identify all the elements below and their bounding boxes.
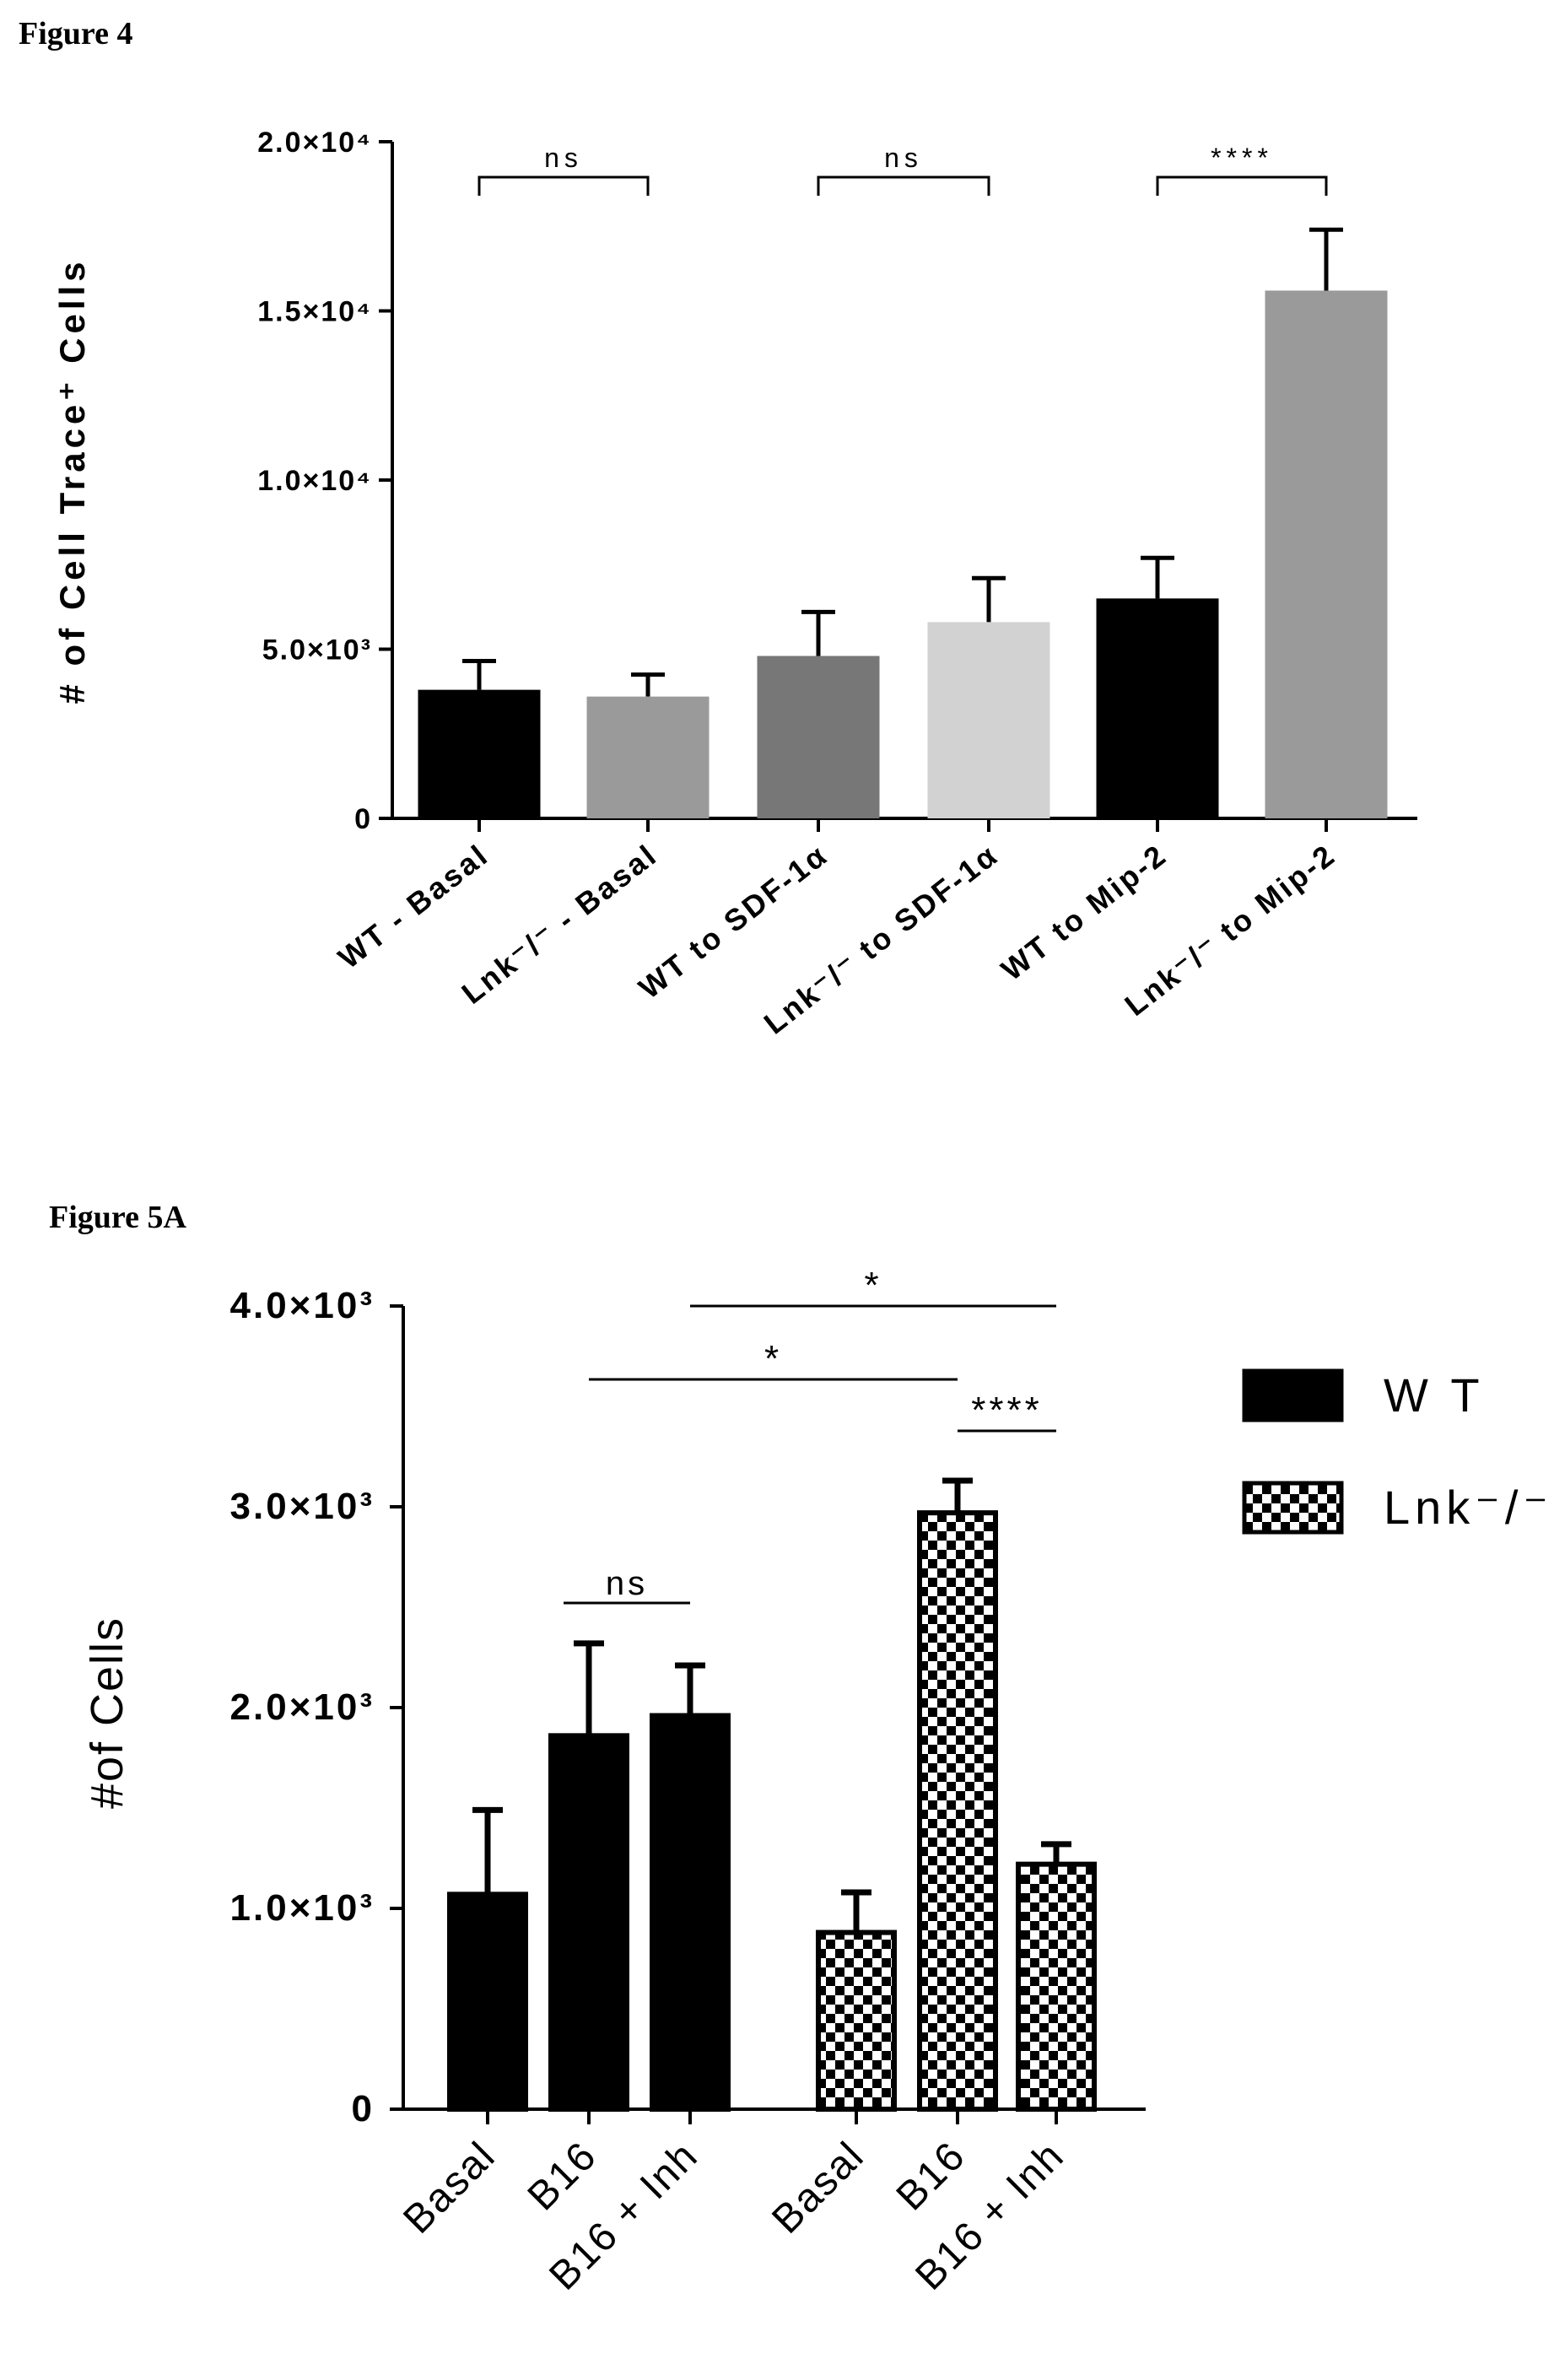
significance-label: ns (884, 143, 923, 173)
significance-label: ns (544, 143, 583, 173)
y-tick-label: 1.5×10⁴ (257, 296, 372, 328)
figure-4-title: Figure 4 (19, 16, 132, 51)
figure-5a-annotations: ns****** (564, 1265, 1056, 1605)
legend-label: Lnk⁻/⁻ (1384, 1481, 1553, 1534)
figure-4-annotations: ns ns **** (478, 143, 1328, 196)
significance-label: **** (971, 1390, 1043, 1431)
bar (927, 622, 1050, 818)
x-tick-label: Basal (764, 2133, 872, 2242)
x-tick-label: WT - Basal (332, 837, 495, 975)
legend-swatch (1242, 1368, 1344, 1422)
figure-4-y-axis-label: # of Cell Trace⁺ Cells (52, 257, 92, 704)
y-tick-label: 3.0×10³ (230, 1486, 375, 1527)
bar (418, 689, 541, 818)
figure-5a-bars (447, 1477, 1097, 2113)
bar (816, 1929, 897, 2113)
y-tick-label: 0 (352, 2088, 375, 2129)
significance-bracket (1156, 175, 1328, 196)
bar (1096, 598, 1219, 818)
bar (650, 1713, 731, 2113)
y-tick-label: 5.0×10³ (262, 634, 372, 667)
legend-swatch (1242, 1481, 1344, 1535)
significance-bracket (817, 175, 990, 196)
y-tick-label: 2.0×10⁴ (257, 127, 372, 159)
legend-label: W T (1384, 1368, 1485, 1422)
bar (1265, 290, 1388, 818)
bar (447, 1892, 528, 2113)
figure-5a-legend: W T Lnk⁻/⁻ (1242, 1368, 1553, 1535)
significance-label: * (864, 1265, 882, 1306)
bar (917, 1510, 998, 2112)
significance-label: * (764, 1338, 782, 1379)
y-tick-label: 4.0×10³ (230, 1285, 375, 1326)
x-tick-label: WT to Mip-2 (995, 837, 1174, 987)
y-tick-label: 1.0×10⁴ (257, 465, 372, 497)
x-tick-label: Basal (395, 2133, 504, 2242)
bar (1016, 1861, 1097, 2112)
bar (586, 696, 710, 818)
figure-4-axes (379, 140, 1417, 832)
y-tick-label: 1.0×10³ (230, 1887, 375, 1929)
figure-5a-title: Figure 5A (49, 1200, 186, 1235)
bar (548, 1733, 629, 2113)
significance-label: ns (606, 1565, 648, 1602)
significance-label: **** (1211, 143, 1273, 173)
figure-5a-y-axis-label: #of Cells (82, 1616, 132, 1809)
y-tick-label: 0 (354, 803, 372, 835)
significance-bracket (478, 175, 650, 196)
bar (757, 656, 880, 818)
y-tick-label: 2.0×10³ (230, 1687, 375, 1728)
x-tick-label: B16 (520, 2133, 606, 2219)
x-tick-label: B16 (888, 2133, 974, 2219)
figure-4-bars (418, 227, 1388, 818)
